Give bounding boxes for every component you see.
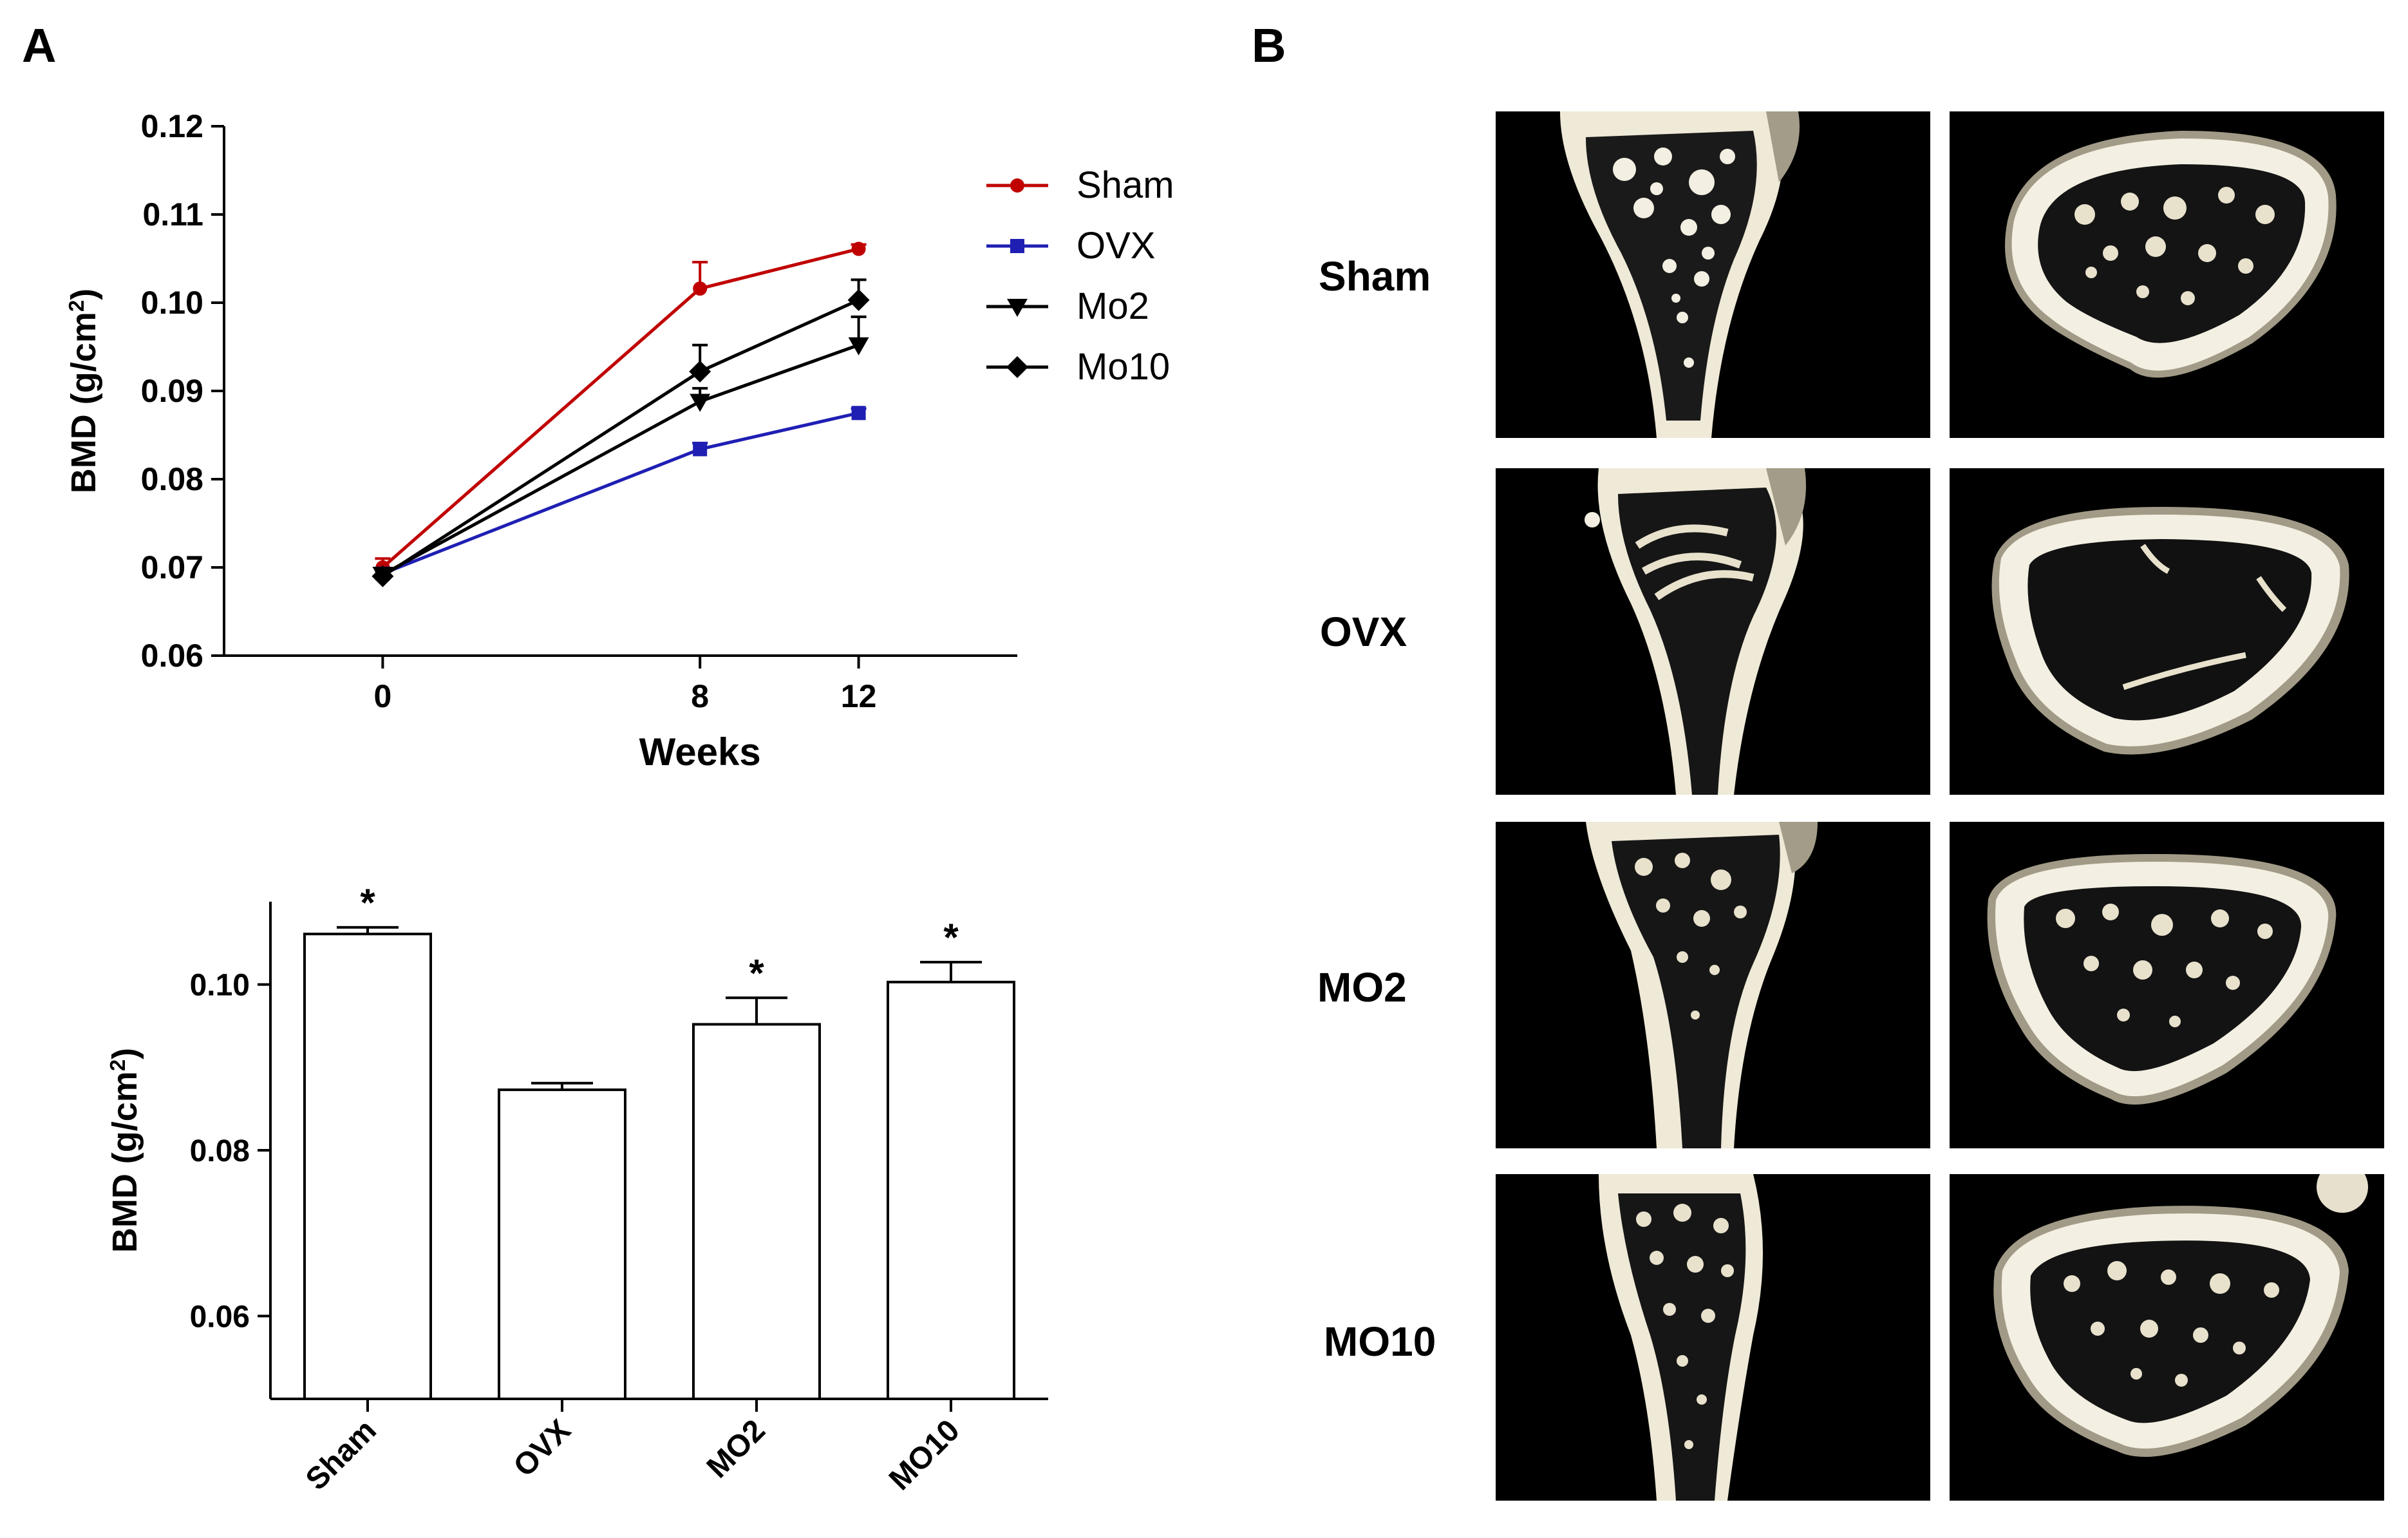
- x-tick-label-sham: Sham: [299, 1413, 383, 1497]
- legend-label-mo10: Mo10: [1077, 346, 1170, 388]
- ct-image-mo2-longitudinal: [1496, 822, 1930, 1148]
- point-mo2: [848, 337, 869, 356]
- series-line-mo2: [382, 343, 860, 576]
- x-axis-title: Weeks: [639, 730, 761, 774]
- line-chart: 0.06 0.07 0.08 0.09 0.10 0.11 0.12 0 8 12 Weeks BMD…: [64, 108, 1174, 774]
- ct-image-ovx-longitudinal: [1496, 468, 1930, 795]
- bar-ovx: [498, 1088, 626, 1400]
- bar-sham: [303, 933, 432, 1400]
- point-sham: [693, 281, 708, 296]
- row-label-mo2: MO2: [1317, 964, 1407, 1011]
- ct-image-mo10-crosssection: [1950, 1174, 2384, 1501]
- legend-label-mo2: Mo2: [1077, 285, 1149, 327]
- y-tick-label: 0.07: [141, 549, 203, 585]
- significance-sham: *: [360, 881, 375, 924]
- point-ovx: [851, 406, 866, 421]
- series-line-ovx: [382, 411, 860, 575]
- legend-marker-sham: [1010, 178, 1024, 193]
- panel-label-a: A: [22, 19, 57, 72]
- y-tick-label: 0.09: [141, 373, 203, 409]
- y-tick-label: 0.08: [190, 1134, 250, 1168]
- point-mo10: [372, 565, 394, 587]
- y-tick-label: 0.10: [141, 285, 203, 321]
- bar-chart: 0.06 0.08 0.10 BMD (g/cm2) * Sham OVX * MO2 * MO10: [106, 881, 1048, 1497]
- x-tick-label-ovx: OVX: [507, 1413, 578, 1483]
- point-ovx: [693, 442, 708, 457]
- legend-marker-mo2: [1007, 299, 1028, 317]
- y-tick-label: 0.12: [141, 108, 203, 144]
- legend-marker-mo10: [1006, 356, 1028, 378]
- y-tick-label: 0.06: [190, 1300, 250, 1334]
- x-tick-label-mo10: MO10: [883, 1413, 966, 1497]
- significance-mo2: *: [749, 951, 764, 994]
- ct-image-ovx-crosssection: [1950, 468, 2384, 795]
- y-tick-label: 0.06: [141, 638, 203, 674]
- ct-image-sham-longitudinal: [1496, 111, 1930, 438]
- panel-label-b: B: [1252, 19, 1286, 72]
- legend-label-sham: Sham: [1077, 164, 1174, 206]
- legend-label-ovx: OVX: [1077, 225, 1156, 267]
- y-tick-label: 0.11: [142, 196, 203, 233]
- point-mo2: [690, 394, 711, 412]
- bar-mo2: [692, 1023, 821, 1400]
- y-axis-title: BMD (g/cm2): [106, 1048, 145, 1253]
- legend-marker-ovx: [1010, 239, 1024, 253]
- series-line-sham: [381, 247, 860, 569]
- row-label-mo10: MO10: [1324, 1318, 1436, 1365]
- point-mo10: [689, 360, 711, 383]
- x-tick-label: 0: [373, 678, 391, 714]
- point-sham: [851, 242, 866, 256]
- row-label-sham: Sham: [1319, 253, 1431, 299]
- x-tick-label: 12: [841, 678, 877, 714]
- bar-mo10: [887, 980, 1015, 1401]
- ct-image-sham-crosssection: [1950, 111, 2384, 438]
- y-tick-label: 0.08: [141, 461, 203, 497]
- row-label-ovx: OVX: [1320, 609, 1407, 655]
- y-axis-title: BMD (g/cm2): [64, 289, 104, 493]
- significance-mo10: *: [943, 916, 959, 959]
- x-tick-label-mo2: MO2: [701, 1413, 772, 1485]
- ct-image-mo10-longitudinal: [1496, 1174, 1930, 1501]
- x-tick-label: 8: [691, 678, 709, 714]
- point-mo10: [847, 289, 870, 311]
- y-tick-label: 0.10: [190, 969, 250, 1003]
- ct-image-mo2-crosssection: [1950, 822, 2384, 1148]
